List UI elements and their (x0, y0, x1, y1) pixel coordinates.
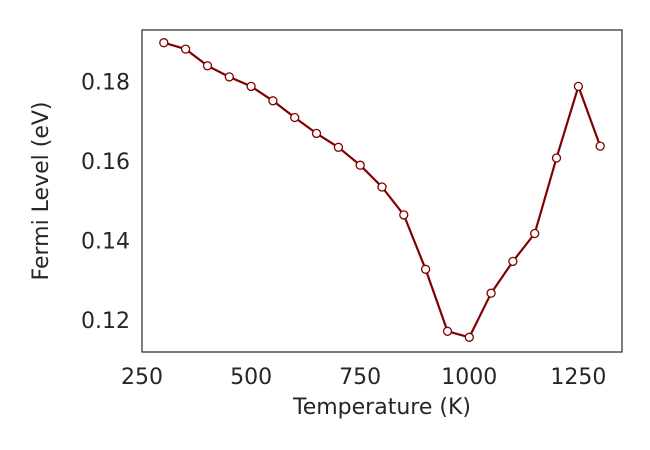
y-axis-ticks: 0.12 0.14 0.16 0.18 (81, 71, 130, 335)
data-point (551, 153, 562, 163)
data-point (420, 264, 431, 274)
data-point (159, 38, 169, 48)
data-point (246, 81, 256, 92)
data-point (268, 96, 278, 106)
data-point (442, 326, 453, 336)
x-tick-label: 250 (121, 365, 163, 390)
x-tick-label: 1250 (550, 365, 606, 390)
plot-frame (141, 29, 623, 353)
data-point (530, 228, 540, 239)
data-point (290, 112, 300, 123)
data-point (202, 61, 213, 71)
data-point (333, 142, 344, 152)
x-axis-ticks: 250 500 750 1000 1250 (121, 365, 606, 390)
data-point (595, 141, 605, 151)
x-tick-label: 1000 (441, 365, 497, 390)
y-tick-label: 0.16 (81, 150, 130, 175)
data-point (464, 332, 474, 342)
data-point (486, 288, 496, 298)
data-point (399, 210, 409, 220)
data-point (311, 128, 322, 139)
data-point (180, 44, 191, 54)
y-tick-label: 0.12 (81, 309, 130, 334)
data-point (355, 160, 365, 170)
x-axis-title: Temperature (K) (292, 395, 471, 420)
x-tick-label: 750 (339, 365, 381, 390)
y-axis-title: Fermi Level (eV) (29, 102, 54, 281)
data-point (377, 182, 387, 192)
data-point (508, 256, 518, 267)
y-tick-label: 0.18 (81, 71, 130, 96)
series-layer (159, 38, 605, 342)
data-point (224, 72, 234, 82)
x-tick-label: 500 (230, 365, 272, 390)
data-point (573, 81, 584, 92)
y-tick-label: 0.14 (81, 230, 130, 255)
